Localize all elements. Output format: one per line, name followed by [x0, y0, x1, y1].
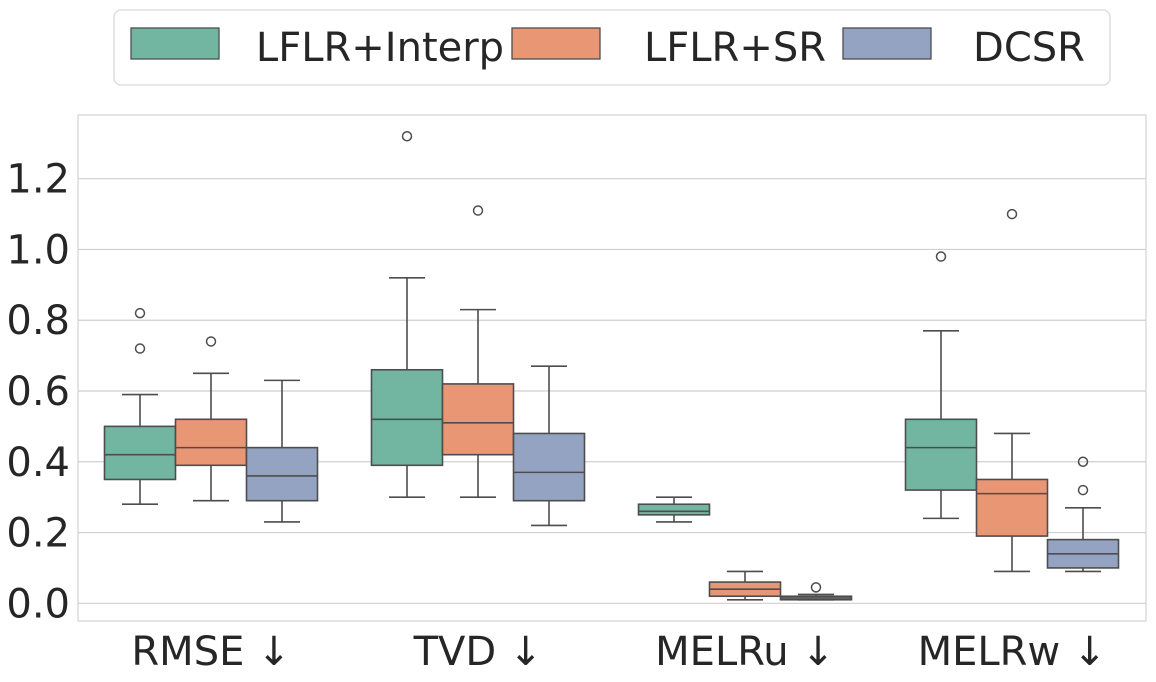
outlier-point: [134, 307, 146, 319]
outlier-point: [401, 130, 413, 142]
box-dcsr-1: [245, 379, 319, 523]
box-iqr: [245, 446, 319, 502]
box-iqr: [975, 478, 1049, 537]
box-lflr-interp-1: [103, 307, 177, 506]
box-iqr: [904, 418, 978, 491]
outlier-point: [1077, 484, 1089, 496]
legend-swatch: [511, 27, 601, 60]
legend-swatch: [130, 27, 220, 60]
box-iqr: [637, 503, 711, 516]
box-iqr: [103, 425, 177, 481]
box-lflr-sr-1: [174, 336, 248, 502]
box-lflr-interp-4: [904, 251, 978, 520]
legend-swatch: [842, 27, 932, 60]
x-tick-label: MELRu ↓: [655, 629, 835, 675]
outlier-point: [205, 336, 217, 347]
outlier-point: [1006, 208, 1018, 220]
box-iqr: [441, 383, 515, 456]
legend-label: DCSR: [973, 25, 1085, 71]
y-tick-label: 1.2: [6, 157, 70, 203]
axes: 0.0 0.2 0.4 0.6 0.8 1.0 1.2 RMSE ↓ TVD ↓ MELRu ↓ M…: [6, 114, 1147, 675]
box-iqr: [512, 432, 586, 502]
box-lflr-interp-2: [370, 130, 444, 498]
plot-area: [103, 130, 1120, 601]
box-dcsr-4: [1046, 456, 1120, 573]
outlier-point: [472, 205, 484, 216]
box-iqr: [370, 368, 444, 467]
y-tick-label: 0.8: [6, 298, 70, 344]
x-tick-label: MELRw ↓: [918, 629, 1107, 675]
x-tick-label: RMSE ↓: [131, 629, 290, 675]
outlier-point: [935, 251, 947, 262]
grid: [78, 178, 1146, 604]
y-tick-label: 0.6: [6, 369, 70, 415]
box-dcsr-3: [779, 582, 853, 601]
legend-label: LFLR+Interp: [256, 25, 504, 71]
outlier-point: [134, 343, 146, 354]
y-tick-label: 0.0: [6, 581, 70, 627]
box-lflr-sr-3: [708, 570, 782, 601]
outlier-point: [810, 582, 822, 593]
y-tick-label: 0.4: [6, 440, 70, 486]
box-iqr: [174, 418, 248, 467]
outlier-point: [1077, 456, 1089, 468]
box-dcsr-2: [512, 365, 586, 527]
legend: LFLR+Interp LFLR+SR DCSR: [113, 9, 1111, 86]
box-lflr-sr-2: [441, 205, 515, 498]
box-lflr-sr-4: [975, 208, 1049, 573]
plot-frame: [77, 114, 1147, 622]
x-tick-label: TVD ↓: [413, 629, 543, 675]
y-tick-label: 1.0: [6, 227, 70, 273]
legend-label: LFLR+SR: [644, 25, 826, 71]
box-lflr-interp-3: [637, 496, 711, 523]
y-tick-label: 0.2: [6, 511, 70, 557]
